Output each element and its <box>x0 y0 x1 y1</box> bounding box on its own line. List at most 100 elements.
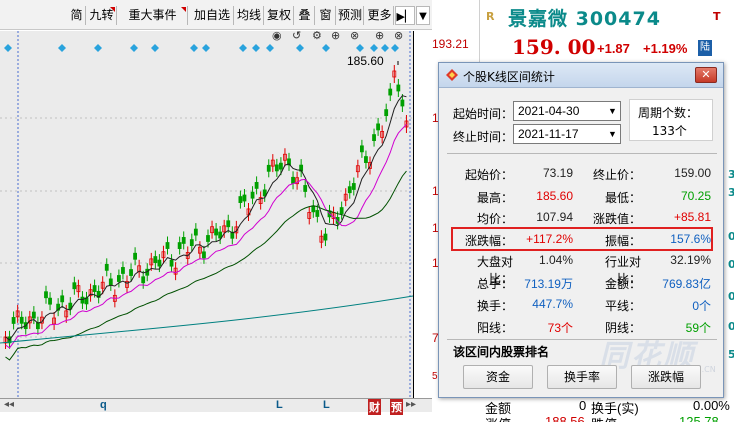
more-button[interactable]: 更多 <box>366 6 394 25</box>
candle-body <box>270 159 275 167</box>
candle-body <box>226 220 231 228</box>
candle-body <box>56 303 61 311</box>
high-price-label: 185.60 <box>347 54 384 68</box>
stock-change: +1.87 <box>597 41 630 56</box>
moving-average-button[interactable]: 均线 <box>235 6 264 25</box>
candle-body <box>315 210 320 217</box>
start-time-select[interactable]: 2021-04-30 ▼ <box>513 101 621 121</box>
refresh-icon[interactable]: ↺ <box>292 29 302 42</box>
stock-name-code: 景嘉微 300474 <box>508 8 661 30</box>
t-badge: T <box>713 10 721 23</box>
close-icon[interactable]: ⊗ <box>350 29 360 42</box>
gear-icon[interactable]: ⚙ <box>312 29 322 42</box>
pin-icon[interactable]: ⊕ <box>375 29 385 42</box>
candle-body <box>311 205 316 213</box>
candle-body <box>44 291 48 299</box>
kline-chart-canvas <box>0 31 414 400</box>
stat-value: +85.81 <box>673 210 711 224</box>
close-icon[interactable]: ✕ <box>695 67 717 83</box>
forecast-button[interactable]: 预测 <box>337 6 364 25</box>
nine-turn-button[interactable]: 九转 <box>87 6 117 25</box>
event-diamond-icon <box>252 44 260 52</box>
candle-body <box>351 183 356 190</box>
quote-bottom-strip: 金额 0 换手(实) 0.00% 涨停 188.56 跌停 125.78 <box>479 398 734 422</box>
candle-body <box>274 164 279 172</box>
candle-body <box>404 120 409 128</box>
candle-body <box>72 282 77 290</box>
close-icon[interactable]: ⊗ <box>394 29 404 42</box>
candle-body <box>31 311 36 319</box>
stat-label: 均价： <box>476 212 513 226</box>
candle-body <box>254 181 259 189</box>
candle-body <box>278 162 283 170</box>
scroll-right-icon[interactable]: ▸▸ <box>406 399 417 410</box>
candle-body <box>202 251 206 259</box>
candle-body <box>157 259 162 267</box>
stat-label: 金额： <box>604 277 641 291</box>
kline-chart[interactable]: 185.60 <box>0 31 432 400</box>
candle-body <box>104 263 109 271</box>
scroll-left-icon[interactable]: ◂◂ <box>4 399 15 410</box>
candle-body <box>108 278 113 286</box>
chevron-down-icon[interactable]: ▼ <box>604 102 620 120</box>
candle-body <box>129 269 133 276</box>
chevron-down-icon[interactable]: ▼ <box>416 6 430 25</box>
candle-body <box>295 177 300 185</box>
candle-body <box>173 267 178 275</box>
event-diamond-icon <box>239 44 247 52</box>
stat-label: 终止价： <box>592 168 641 182</box>
pin-icon[interactable]: ⊕ <box>331 29 341 42</box>
limit-up-label: 涨停 <box>485 414 511 422</box>
stat-label: 阴线： <box>604 321 641 335</box>
axis-label: 1 <box>432 221 439 235</box>
play-next-icon[interactable]: ▶▏ <box>395 6 415 25</box>
candle-body <box>19 316 24 324</box>
connect-badge[interactable]: 陆 <box>698 40 712 56</box>
start-time-value: 2021-04-30 <box>518 104 580 118</box>
candle-body <box>92 285 97 292</box>
period-count-label: 周期个数： <box>638 106 699 120</box>
event-diamond-icon <box>296 44 304 52</box>
candle-body <box>214 228 219 236</box>
chevron-down-icon[interactable]: ▼ <box>604 125 620 143</box>
candle-body <box>11 317 16 324</box>
eye-icon[interactable]: ◉ <box>272 29 282 42</box>
side-value: 0 <box>728 258 734 271</box>
candle-body <box>380 131 385 138</box>
axis-label: 1 <box>432 111 439 125</box>
ma20-line <box>5 170 407 361</box>
candle-body <box>266 164 271 172</box>
axis-label: 7 <box>432 331 439 345</box>
major-events-button[interactable]: 重大事件 <box>118 6 188 25</box>
rank-turnover-button[interactable]: 换手率 <box>547 365 617 389</box>
candle-body <box>339 207 344 214</box>
earnings-marker[interactable]: 财 <box>368 399 381 415</box>
add-watchlist-button[interactable]: 加自选 <box>191 6 234 25</box>
candle-body <box>100 281 105 289</box>
event-marker[interactable]: L <box>323 399 330 411</box>
stat-label: 涨跌幅： <box>464 234 513 248</box>
start-time-label: 起始时间： <box>453 107 514 121</box>
rights-adjust-button[interactable]: 复权 <box>265 6 294 25</box>
end-time-select[interactable]: 2021-11-17 ▼ <box>513 124 621 144</box>
stat-value: 713.19万 <box>524 277 573 291</box>
event-marker[interactable]: q <box>100 399 107 411</box>
rank-fund-button[interactable]: 资金 <box>463 365 533 389</box>
event-marker[interactable]: L <box>276 399 283 411</box>
event-diamond-icon <box>391 44 399 52</box>
candle-body <box>165 242 170 249</box>
turnover-label: 换手(实) <box>591 401 639 416</box>
stat-value: 73个 <box>547 321 573 335</box>
event-diamond-icon <box>4 44 12 52</box>
window-button[interactable]: 窗 <box>316 6 336 25</box>
rank-change-button[interactable]: 涨跌幅 <box>631 365 701 389</box>
candle-body <box>210 226 214 234</box>
dialog-titlebar[interactable]: 个股K线区间统计 ✕ <box>439 63 723 88</box>
overlay-button[interactable]: 叠 <box>295 6 315 25</box>
simple-mode-button[interactable]: 简 <box>68 6 86 25</box>
event-diamond-icon <box>151 44 159 52</box>
candle-body <box>60 295 65 303</box>
forecast-marker[interactable]: 预 <box>390 399 403 415</box>
turnover-value: 0.00% <box>693 398 730 413</box>
candle-body <box>193 228 198 236</box>
